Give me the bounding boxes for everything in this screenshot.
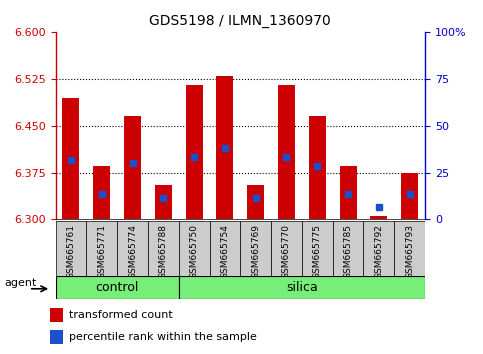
Text: GSM665771: GSM665771 [97, 224, 106, 279]
Text: GSM665750: GSM665750 [190, 224, 199, 279]
Bar [185, 85, 202, 219]
Bar [86, 221, 117, 276]
Bar [179, 276, 425, 299]
Text: silica: silica [286, 281, 318, 294]
Text: GSM665770: GSM665770 [282, 224, 291, 279]
Bar [50, 308, 63, 322]
Bar [302, 221, 333, 276]
Bar [240, 221, 271, 276]
Bar [271, 221, 302, 276]
Bar [148, 221, 179, 276]
Bar [340, 166, 356, 219]
Text: GSM665775: GSM665775 [313, 224, 322, 279]
Bar [394, 221, 425, 276]
Bar [216, 76, 233, 219]
Text: GSM665761: GSM665761 [67, 224, 75, 279]
Bar [364, 221, 394, 276]
Title: GDS5198 / ILMN_1360970: GDS5198 / ILMN_1360970 [149, 14, 331, 28]
Bar [278, 85, 295, 219]
Bar [155, 185, 172, 219]
Bar [56, 276, 179, 299]
Text: GSM665792: GSM665792 [374, 224, 384, 279]
Text: GSM665788: GSM665788 [159, 224, 168, 279]
Bar [210, 221, 240, 276]
Bar [124, 116, 141, 219]
Bar [62, 97, 79, 219]
Text: GSM665774: GSM665774 [128, 224, 137, 279]
Bar [56, 221, 86, 276]
Text: agent: agent [4, 278, 37, 287]
Text: GSM665793: GSM665793 [405, 224, 414, 279]
Bar [309, 116, 326, 219]
Text: GSM665754: GSM665754 [220, 224, 229, 279]
Bar [247, 185, 264, 219]
Bar [50, 330, 63, 344]
Text: transformed count: transformed count [69, 310, 172, 320]
Text: GSM665769: GSM665769 [251, 224, 260, 279]
Bar [401, 172, 418, 219]
Bar [179, 221, 210, 276]
Bar [370, 216, 387, 219]
Bar [93, 166, 110, 219]
Bar [333, 221, 364, 276]
Text: control: control [96, 281, 139, 294]
Text: GSM665785: GSM665785 [343, 224, 353, 279]
Bar [117, 221, 148, 276]
Text: percentile rank within the sample: percentile rank within the sample [69, 332, 256, 342]
